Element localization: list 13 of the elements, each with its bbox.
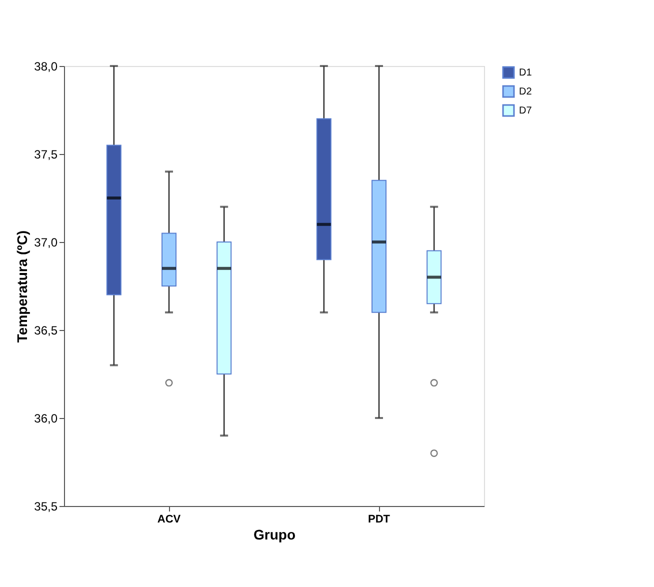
y-tick-label: 38,0 — [34, 60, 58, 74]
y-tick-label: 36,5 — [34, 324, 58, 338]
legend-label: D1 — [519, 68, 532, 78]
legend-label: D2 — [519, 86, 532, 98]
y-tick-label: 37,0 — [34, 236, 58, 250]
y-tick-label: 36,0 — [34, 412, 58, 426]
y-axis-title: Temperatura (ºC) — [14, 230, 30, 343]
x-tick-label: PDT — [368, 514, 390, 526]
legend-label: D7 — [519, 106, 532, 116]
x-tick-label: ACV — [157, 514, 182, 526]
x-axis-title: Grupo — [254, 526, 296, 542]
y-tick-label: 35,5 — [34, 500, 58, 514]
y-tick-label: 37,5 — [34, 148, 58, 162]
